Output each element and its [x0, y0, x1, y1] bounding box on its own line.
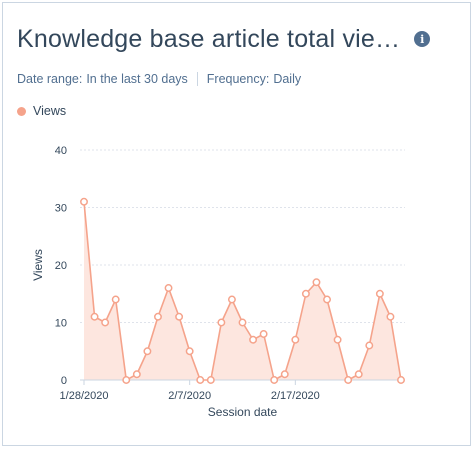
- card-header: Knowledge base article total vie… i: [17, 22, 457, 56]
- data-point[interactable]: [206, 376, 215, 384]
- data-point[interactable]: [365, 341, 374, 350]
- y-axis-title: Views: [31, 249, 45, 281]
- y-tick-label: 40: [55, 145, 67, 157]
- data-point[interactable]: [111, 295, 120, 304]
- report-filters: Date range: In the last 30 days Frequenc…: [17, 72, 301, 86]
- legend-label-views[interactable]: Views: [33, 104, 67, 118]
- date-range-label: Date range:: [17, 72, 83, 86]
- data-point[interactable]: [217, 318, 226, 327]
- data-point[interactable]: [143, 347, 152, 356]
- data-point[interactable]: [132, 370, 141, 379]
- y-tick-label: 0: [61, 375, 67, 387]
- data-point[interactable]: [291, 335, 300, 344]
- x-axis-title: Session date: [208, 405, 278, 419]
- data-point[interactable]: [259, 330, 268, 338]
- data-point[interactable]: [354, 370, 363, 379]
- data-point[interactable]: [397, 376, 405, 384]
- data-point[interactable]: [185, 347, 194, 356]
- legend-swatch-views: [17, 106, 26, 116]
- chart-legend: Views: [17, 104, 66, 118]
- x-tick-label: 1/28/2020: [60, 390, 109, 402]
- data-point[interactable]: [333, 335, 342, 344]
- x-tick-label: 2/17/2020: [271, 390, 320, 402]
- data-point[interactable]: [312, 278, 321, 287]
- data-point[interactable]: [122, 376, 131, 384]
- filter-divider: [196, 72, 198, 86]
- data-point[interactable]: [101, 318, 110, 327]
- data-point[interactable]: [227, 295, 236, 304]
- date-range-value: In the last 30 days: [86, 72, 188, 86]
- data-point[interactable]: [375, 289, 384, 298]
- data-point[interactable]: [301, 289, 310, 298]
- data-point[interactable]: [90, 312, 99, 321]
- report-title[interactable]: Knowledge base article total vie…: [17, 24, 401, 53]
- y-tick-label: 10: [55, 318, 67, 330]
- data-point[interactable]: [323, 295, 331, 304]
- data-point[interactable]: [175, 312, 184, 321]
- y-tick-label: 20: [55, 260, 67, 272]
- series-area-views: [84, 201, 401, 380]
- data-point[interactable]: [164, 284, 173, 292]
- x-tick-label: 2/7/2020: [168, 390, 211, 402]
- data-point[interactable]: [80, 197, 88, 206]
- data-point[interactable]: [280, 370, 289, 379]
- data-point[interactable]: [154, 312, 162, 321]
- data-point[interactable]: [386, 312, 395, 321]
- y-tick-label: 30: [55, 203, 67, 215]
- info-icon[interactable]: i: [414, 31, 431, 47]
- data-point[interactable]: [238, 318, 247, 327]
- data-point[interactable]: [196, 376, 205, 384]
- data-point[interactable]: [249, 335, 258, 344]
- data-point[interactable]: [270, 376, 279, 384]
- frequency-label: Frequency:: [206, 72, 270, 86]
- frequency-value: Daily: [273, 72, 302, 86]
- data-point[interactable]: [344, 376, 353, 384]
